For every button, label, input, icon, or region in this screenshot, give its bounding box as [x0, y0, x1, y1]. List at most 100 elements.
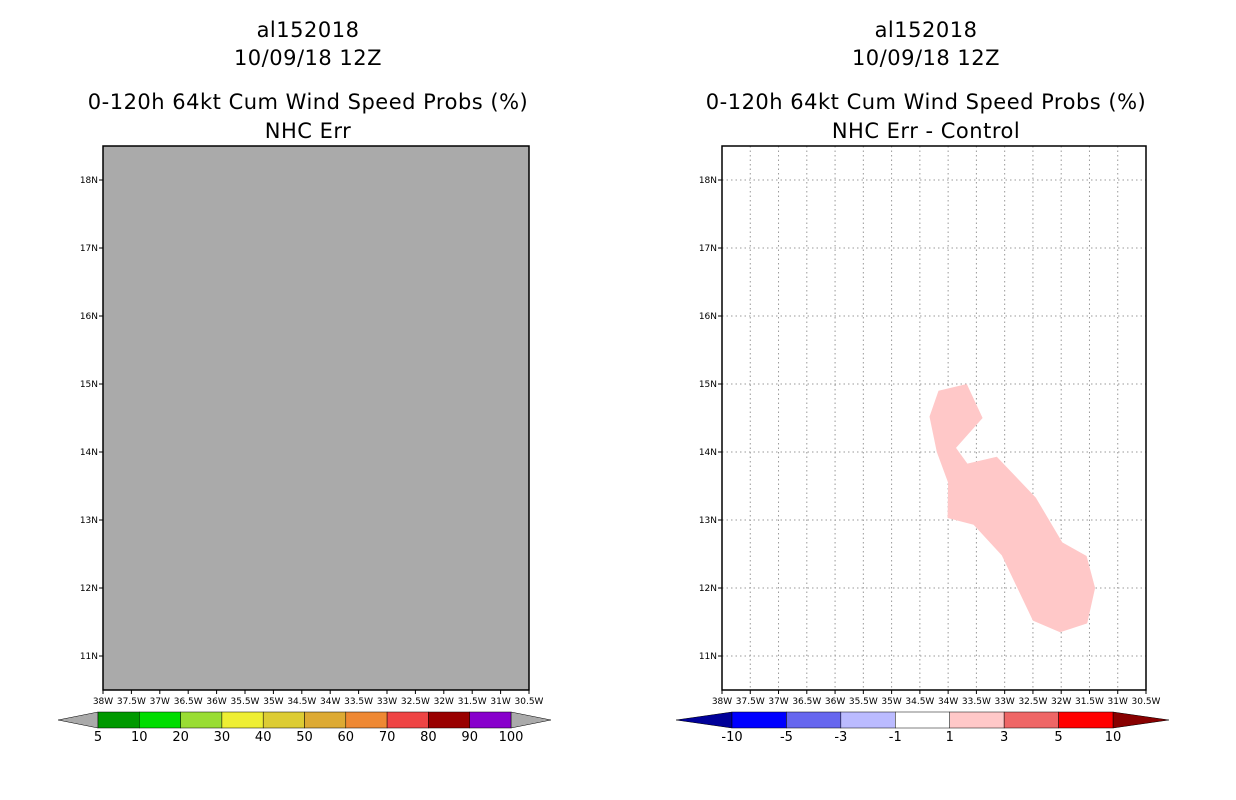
colorbar-label: 20 — [172, 730, 189, 745]
colorbar-label: -3 — [834, 730, 847, 745]
colorbar-swatch — [469, 711, 512, 729]
panel-0: 11N 12N 13N 14N 15N 16N 17N 18N 38W 37.5W 37W 36.5W… — [57, 145, 552, 745]
x-tick-label: 33.5W — [344, 697, 373, 707]
left-storm-id: al152018 — [256, 18, 360, 42]
panel-1: 11N 12N 13N 14N 15N 16N 17N 18N 38W 37.5W 37W 36.5W… — [675, 145, 1170, 745]
y-tick-label: 18N — [80, 176, 98, 186]
colorbar-swatch — [180, 711, 223, 729]
y-tick-label: 13N — [80, 516, 98, 526]
colorbar-swatch — [262, 711, 305, 729]
colorbar-swatch — [895, 711, 950, 729]
plot-area — [103, 146, 529, 690]
colorbar-label: 3 — [1000, 730, 1008, 745]
y-tick-label: 15N — [80, 380, 98, 390]
x-tick-label: 34.5W — [287, 697, 316, 707]
x-tick-label: 31W — [1108, 697, 1128, 707]
y-tick-label: 11N — [80, 652, 98, 662]
colorbar-0: 5 10 20 30 40 50 60 70 80 90 100 — [57, 711, 552, 745]
colorbar-over-arrow — [510, 711, 552, 729]
x-tick-label: 30.5W — [515, 697, 544, 707]
x-tick-label: 38W — [93, 697, 113, 707]
x-tick-label: 31W — [490, 697, 510, 707]
colorbar-swatch — [731, 711, 787, 729]
x-tick-label: 31.5W — [458, 697, 487, 707]
colorbar-swatch — [221, 711, 264, 729]
y-tick-label: 13N — [699, 516, 717, 526]
x-tick-label: 32W — [1051, 697, 1071, 707]
colorbar-label: 70 — [379, 730, 396, 745]
colorbar-swatch — [428, 711, 470, 729]
left-product-title: 0-120h 64kt Cum Wind Speed Probs (%) — [87, 90, 529, 114]
colorbar-label: 100 — [499, 730, 524, 745]
colorbar-label: -10 — [721, 730, 742, 745]
colorbar-label: 1 — [946, 730, 954, 745]
x-tick-label: 32.5W — [401, 697, 430, 707]
y-tick-label: 15N — [699, 380, 717, 390]
plot-frame — [102, 145, 530, 691]
y-tick-label: 17N — [699, 244, 717, 254]
colorbar-label: 10 — [1105, 730, 1122, 745]
y-tick-label: 11N — [699, 652, 717, 662]
x-tick-label: 36W — [206, 697, 226, 707]
right-date: 10/09/18 12Z — [851, 46, 1001, 70]
colorbar-swatch — [97, 711, 140, 729]
colorbar-swatch — [139, 711, 181, 729]
colorbar-swatch — [1058, 711, 1114, 729]
x-tick-label: 36W — [825, 697, 845, 707]
x-tick-label: 34W — [938, 697, 958, 707]
x-tick-label: 35.5W — [231, 697, 260, 707]
colorbar-label: 80 — [420, 730, 437, 745]
x-tick-label: 36.5W — [174, 697, 203, 707]
colorbar-swatch — [786, 711, 842, 729]
colorbar-under-arrow — [57, 711, 99, 729]
y-tick-label: 16N — [80, 312, 98, 322]
colorbar-swatch — [949, 711, 1005, 729]
right-subtitle: NHC Err - Control — [831, 119, 1021, 143]
colorbar-label: 50 — [296, 730, 313, 745]
region-0 — [929, 384, 1096, 633]
colorbar-swatch — [386, 711, 429, 729]
colorbar-1: -10 -5 -3 -1 1 3 5 10 — [675, 711, 1170, 745]
left-subtitle: NHC Err — [264, 119, 352, 143]
colorbar-label: 90 — [461, 730, 478, 745]
x-tick-label: 37W — [150, 697, 170, 707]
colorbar-swatch — [1003, 711, 1059, 729]
y-tick-label: 16N — [699, 312, 717, 322]
x-tick-label: 34.5W — [905, 697, 934, 707]
right-product-title: 0-120h 64kt Cum Wind Speed Probs (%) — [705, 90, 1147, 114]
y-tick-label: 18N — [699, 176, 717, 186]
x-tick-label: 35W — [263, 697, 283, 707]
colorbar-under-arrow — [675, 711, 733, 729]
colorbar-label: 60 — [338, 730, 355, 745]
y-tick-label: 14N — [80, 448, 98, 458]
x-tick-label: 33W — [994, 697, 1014, 707]
colorbar-label: 5 — [1054, 730, 1062, 745]
colorbar-over-arrow — [1112, 711, 1170, 729]
plot-frame — [721, 145, 1147, 691]
x-tick-label: 32W — [434, 697, 454, 707]
x-tick-label: 32.5W — [1018, 697, 1047, 707]
x-tick-label: 33W — [377, 697, 397, 707]
colorbar-swatch — [304, 711, 347, 729]
x-tick-label: 34W — [320, 697, 340, 707]
colorbar-swatch — [840, 711, 896, 729]
colorbar-label: 5 — [94, 730, 102, 745]
colorbar-label: 10 — [131, 730, 148, 745]
x-tick-label: 37W — [768, 697, 788, 707]
y-tick-label: 14N — [699, 448, 717, 458]
colorbar-label: 30 — [214, 730, 231, 745]
x-tick-label: 38W — [712, 697, 732, 707]
x-tick-label: 31.5W — [1075, 697, 1104, 707]
right-storm-id: al152018 — [874, 18, 978, 42]
colorbar-label: -5 — [780, 730, 793, 745]
colorbar-label: 40 — [255, 730, 272, 745]
y-tick-label: 12N — [80, 584, 98, 594]
colorbar-swatch — [345, 711, 388, 729]
x-tick-label: 36.5W — [792, 697, 821, 707]
x-tick-label: 35.5W — [849, 697, 878, 707]
x-tick-label: 37.5W — [736, 697, 765, 707]
y-tick-label: 17N — [80, 244, 98, 254]
left-date: 10/09/18 12Z — [233, 46, 383, 70]
y-tick-label: 12N — [699, 584, 717, 594]
